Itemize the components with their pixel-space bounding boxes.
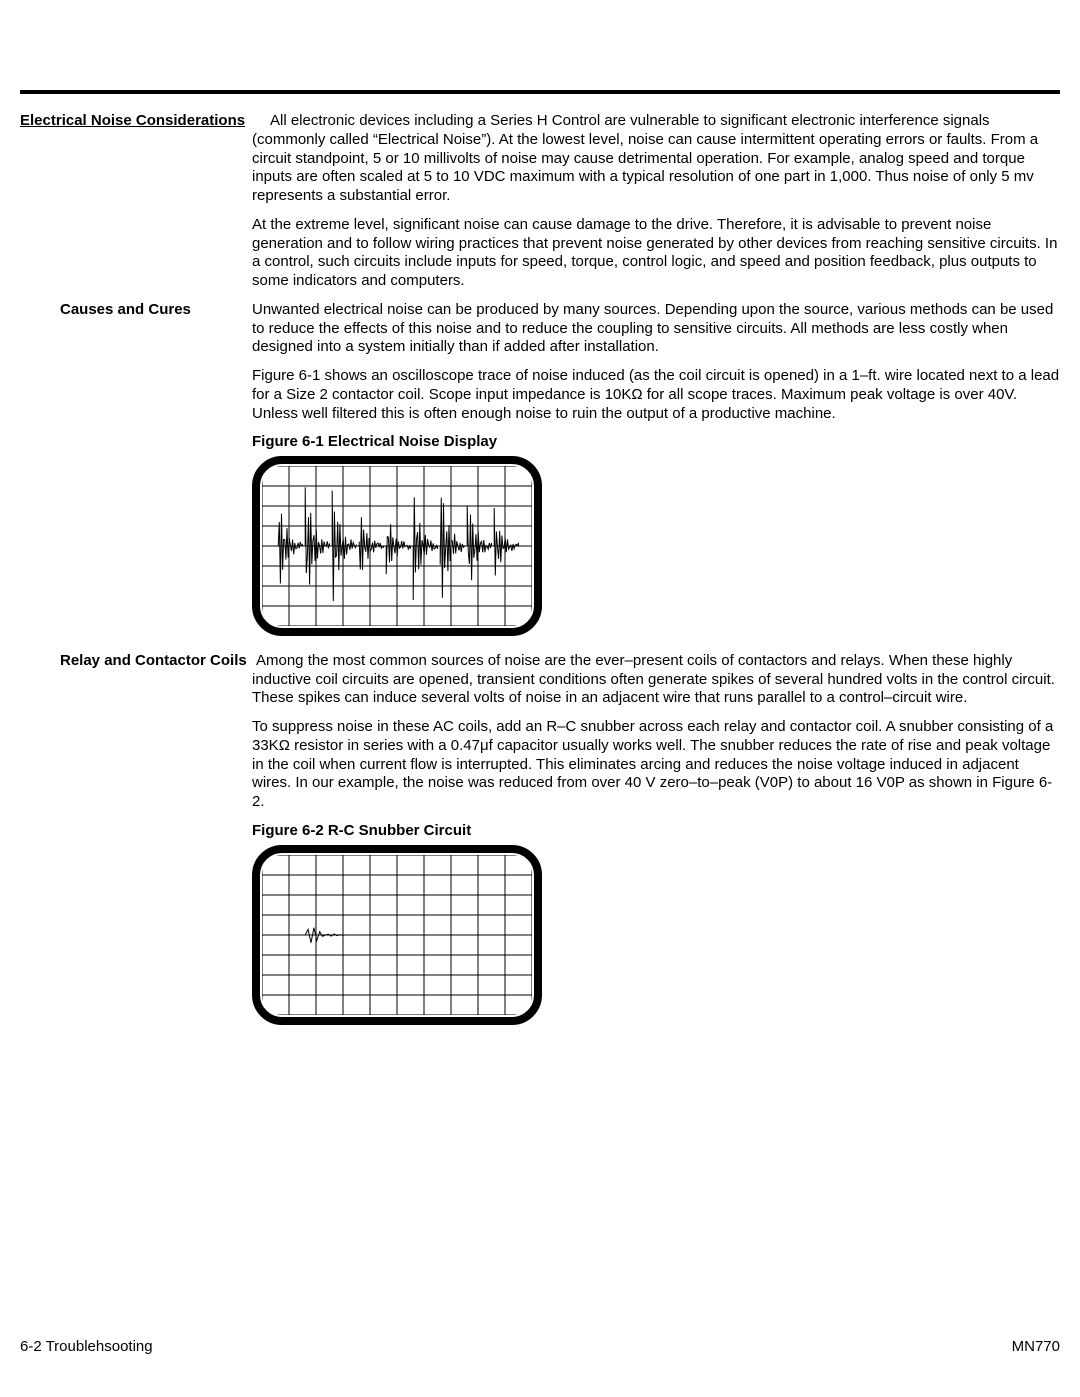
figure-6-1-title: Figure 6-1 Electrical Noise Display	[252, 433, 1060, 452]
figure-6-2-wrap: Figure 6-2 R-C Snubber Circuit	[252, 822, 1060, 1031]
footer: 6-2 Troublehsooting MN770	[20, 1338, 1060, 1357]
figure-6-2-title: Figure 6-2 R-C Snubber Circuit	[252, 822, 1060, 841]
intro-para-1: All electronic devices including a Serie…	[252, 112, 1060, 206]
causes-para-2: Figure 6-1 shows an oscilloscope trace o…	[252, 367, 1060, 423]
figure-6-1-scope	[252, 456, 542, 636]
relay-para-2: To suppress noise in these AC coils, add…	[252, 718, 1060, 812]
block-causes: Causes and Cures Unwanted electrical noi…	[20, 301, 1060, 424]
figure-6-2-scope	[252, 845, 542, 1025]
page: Electrical Noise Considerations All elec…	[0, 0, 1080, 1397]
block-relay: Relay and Contactor Coils Among the most…	[20, 652, 1060, 812]
top-rule	[20, 90, 1060, 94]
causes-heading: Causes and Cures	[60, 301, 191, 320]
relay-para-1: Among the most common sources of noise a…	[252, 652, 1060, 708]
footer-left: 6-2 Troublehsooting	[20, 1338, 153, 1357]
figure-6-1-wrap: Figure 6-1 Electrical Noise Display	[252, 433, 1060, 642]
relay-heading: Relay and Contactor Coils	[60, 652, 247, 671]
causes-para-1: Unwanted electrical noise can be produce…	[252, 301, 1060, 357]
block-intro: Electrical Noise Considerations All elec…	[20, 112, 1060, 291]
intro-para-2: At the extreme level, significant noise …	[252, 216, 1060, 291]
footer-right: MN770	[1012, 1338, 1060, 1357]
main-heading: Electrical Noise Considerations	[20, 112, 245, 131]
